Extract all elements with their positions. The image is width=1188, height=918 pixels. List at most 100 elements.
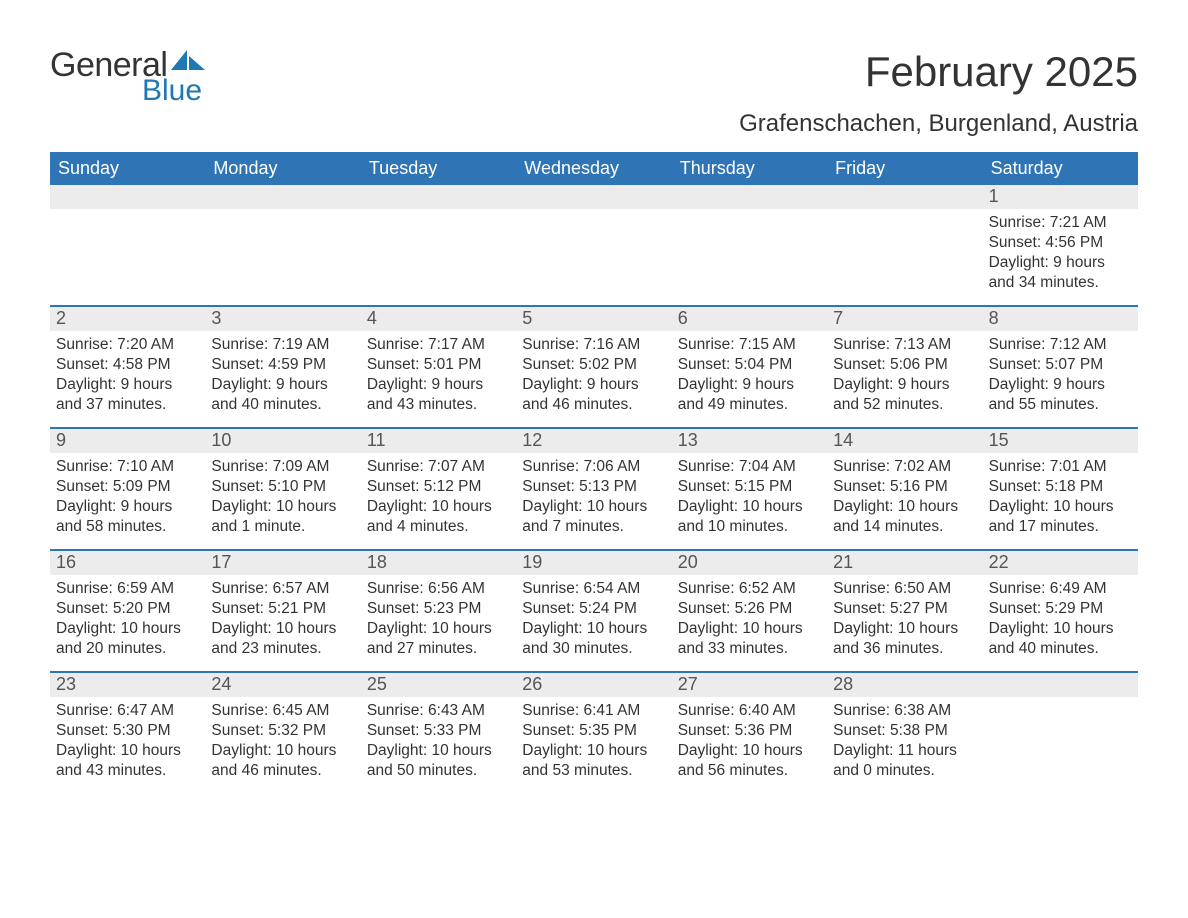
- day-body: Sunrise: 7:17 AMSunset: 5:01 PMDaylight:…: [361, 331, 516, 424]
- day-number: 26: [516, 673, 671, 697]
- title-block: February 2025 Grafenschachen, Burgenland…: [739, 48, 1138, 138]
- weekday-header: Monday: [205, 152, 360, 185]
- day-body: Sunrise: 7:19 AMSunset: 4:59 PMDaylight:…: [205, 331, 360, 424]
- day-cell: 20Sunrise: 6:52 AMSunset: 5:26 PMDayligh…: [672, 551, 827, 671]
- daylight-text: Daylight: 9 hours and 34 minutes.: [989, 253, 1132, 293]
- day-body: Sunrise: 6:43 AMSunset: 5:33 PMDaylight:…: [361, 697, 516, 790]
- sunrise-text: Sunrise: 7:10 AM: [56, 457, 199, 477]
- sunrise-text: Sunrise: 7:15 AM: [678, 335, 821, 355]
- day-cell: [361, 185, 516, 305]
- logo-text-blue: Blue: [142, 76, 205, 106]
- daylight-text: Daylight: 9 hours and 37 minutes.: [56, 375, 199, 415]
- day-number: [827, 185, 982, 209]
- day-cell: 26Sunrise: 6:41 AMSunset: 5:35 PMDayligh…: [516, 673, 671, 793]
- week-row: 23Sunrise: 6:47 AMSunset: 5:30 PMDayligh…: [50, 671, 1138, 793]
- sunrise-text: Sunrise: 7:09 AM: [211, 457, 354, 477]
- sunrise-text: Sunrise: 7:16 AM: [522, 335, 665, 355]
- header: General Blue February 2025 Grafenschache…: [50, 48, 1138, 138]
- daylight-text: Daylight: 10 hours and 46 minutes.: [211, 741, 354, 781]
- week-row: 16Sunrise: 6:59 AMSunset: 5:20 PMDayligh…: [50, 549, 1138, 671]
- day-body: Sunrise: 7:10 AMSunset: 5:09 PMDaylight:…: [50, 453, 205, 546]
- sunset-text: Sunset: 5:04 PM: [678, 355, 821, 375]
- calendar: Sunday Monday Tuesday Wednesday Thursday…: [50, 152, 1138, 793]
- sunrise-text: Sunrise: 6:49 AM: [989, 579, 1132, 599]
- day-number: 5: [516, 307, 671, 331]
- sunset-text: Sunset: 5:21 PM: [211, 599, 354, 619]
- day-body: Sunrise: 7:12 AMSunset: 5:07 PMDaylight:…: [983, 331, 1138, 424]
- week-row: 9Sunrise: 7:10 AMSunset: 5:09 PMDaylight…: [50, 427, 1138, 549]
- sunset-text: Sunset: 5:32 PM: [211, 721, 354, 741]
- day-cell: 12Sunrise: 7:06 AMSunset: 5:13 PMDayligh…: [516, 429, 671, 549]
- day-body: Sunrise: 7:20 AMSunset: 4:58 PMDaylight:…: [50, 331, 205, 424]
- daylight-text: Daylight: 9 hours and 43 minutes.: [367, 375, 510, 415]
- sunrise-text: Sunrise: 6:43 AM: [367, 701, 510, 721]
- day-cell: 11Sunrise: 7:07 AMSunset: 5:12 PMDayligh…: [361, 429, 516, 549]
- day-body: Sunrise: 6:47 AMSunset: 5:30 PMDaylight:…: [50, 697, 205, 790]
- day-number: 24: [205, 673, 360, 697]
- sunset-text: Sunset: 5:07 PM: [989, 355, 1132, 375]
- day-cell: 8Sunrise: 7:12 AMSunset: 5:07 PMDaylight…: [983, 307, 1138, 427]
- day-cell: 17 Sunrise: 6:57 AMSunset: 5:21 PMDayligh…: [205, 551, 360, 671]
- day-number: 23: [50, 673, 205, 697]
- day-number: [361, 185, 516, 209]
- day-number: 4: [361, 307, 516, 331]
- day-number: [516, 185, 671, 209]
- day-cell: 14Sunrise: 7:02 AMSunset: 5:16 PMDayligh…: [827, 429, 982, 549]
- sunset-text: Sunset: 5:06 PM: [833, 355, 976, 375]
- weekday-header: Sunday: [50, 152, 205, 185]
- day-cell: [827, 185, 982, 305]
- day-number: [983, 673, 1138, 697]
- sunset-text: Sunset: 5:16 PM: [833, 477, 976, 497]
- day-cell: 3Sunrise: 7:19 AMSunset: 4:59 PMDaylight…: [205, 307, 360, 427]
- day-number: 16: [50, 551, 205, 575]
- day-body: Sunrise: 6:45 AMSunset: 5:32 PMDaylight:…: [205, 697, 360, 790]
- daylight-text: Daylight: 10 hours and 20 minutes.: [56, 619, 199, 659]
- day-cell: 13Sunrise: 7:04 AMSunset: 5:15 PMDayligh…: [672, 429, 827, 549]
- sunset-text: Sunset: 5:33 PM: [367, 721, 510, 741]
- sunrise-text: Sunrise: 6:50 AM: [833, 579, 976, 599]
- sunset-text: Sunset: 5:09 PM: [56, 477, 199, 497]
- day-body: Sunrise: 7:15 AMSunset: 5:04 PMDaylight:…: [672, 331, 827, 424]
- day-number: 17: [205, 551, 360, 575]
- sunset-text: Sunset: 5:10 PM: [211, 477, 354, 497]
- day-number: 15: [983, 429, 1138, 453]
- day-number: 14: [827, 429, 982, 453]
- sunrise-text: Sunrise: 7:13 AM: [833, 335, 976, 355]
- daylight-text: Daylight: 10 hours and 56 minutes.: [678, 741, 821, 781]
- day-body: Sunrise: 6:56 AMSunset: 5:23 PMDaylight:…: [361, 575, 516, 668]
- day-body: Sunrise: 6:50 AMSunset: 5:27 PMDaylight:…: [827, 575, 982, 668]
- day-number: 27: [672, 673, 827, 697]
- sunrise-text: Sunrise: 7:06 AM: [522, 457, 665, 477]
- sunset-text: Sunset: 5:13 PM: [522, 477, 665, 497]
- location-text: Grafenschachen, Burgenland, Austria: [739, 110, 1138, 138]
- day-number: 13: [672, 429, 827, 453]
- day-body: Sunrise: 6:49 AMSunset: 5:29 PMDaylight:…: [983, 575, 1138, 668]
- weekday-header-row: Sunday Monday Tuesday Wednesday Thursday…: [50, 152, 1138, 185]
- sunset-text: Sunset: 5:27 PM: [833, 599, 976, 619]
- sunrise-text: Sunrise: 7:21 AM: [989, 213, 1132, 233]
- sunset-text: Sunset: 5:12 PM: [367, 477, 510, 497]
- day-cell: 7Sunrise: 7:13 AMSunset: 5:06 PMDaylight…: [827, 307, 982, 427]
- sunset-text: Sunset: 5:02 PM: [522, 355, 665, 375]
- sunset-text: Sunset: 5:35 PM: [522, 721, 665, 741]
- day-cell: 25Sunrise: 6:43 AMSunset: 5:33 PMDayligh…: [361, 673, 516, 793]
- day-cell: 6Sunrise: 7:15 AMSunset: 5:04 PMDaylight…: [672, 307, 827, 427]
- sunrise-text: Sunrise: 6:57 AM: [211, 579, 354, 599]
- sunset-text: Sunset: 5:24 PM: [522, 599, 665, 619]
- weekday-header: Thursday: [672, 152, 827, 185]
- daylight-text: Daylight: 10 hours and 23 minutes.: [211, 619, 354, 659]
- day-number: 19: [516, 551, 671, 575]
- day-body: Sunrise: 7:02 AMSunset: 5:16 PMDaylight:…: [827, 453, 982, 546]
- daylight-text: Daylight: 10 hours and 4 minutes.: [367, 497, 510, 537]
- day-cell: 9Sunrise: 7:10 AMSunset: 5:09 PMDaylight…: [50, 429, 205, 549]
- day-number: [672, 185, 827, 209]
- day-number: 9: [50, 429, 205, 453]
- sunset-text: Sunset: 5:29 PM: [989, 599, 1132, 619]
- day-cell: 1Sunrise: 7:21 AMSunset: 4:56 PMDaylight…: [983, 185, 1138, 305]
- day-cell: 4Sunrise: 7:17 AMSunset: 5:01 PMDaylight…: [361, 307, 516, 427]
- daylight-text: Daylight: 10 hours and 7 minutes.: [522, 497, 665, 537]
- daylight-text: Daylight: 10 hours and 1 minute.: [211, 497, 354, 537]
- day-body: Sunrise: 7:01 AMSunset: 5:18 PMDaylight:…: [983, 453, 1138, 546]
- day-number: 7: [827, 307, 982, 331]
- day-cell: 27Sunrise: 6:40 AMSunset: 5:36 PMDayligh…: [672, 673, 827, 793]
